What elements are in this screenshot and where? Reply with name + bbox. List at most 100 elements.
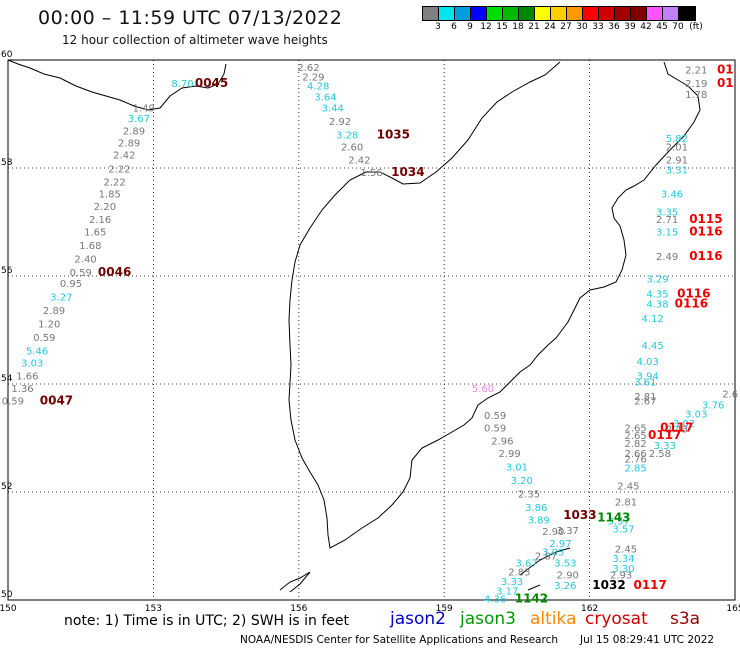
pass-time-label: 0046: [98, 265, 131, 279]
lon-tick-label: 153: [145, 604, 162, 614]
pass-time-label: 0115: [689, 212, 722, 226]
coastline: [7, 59, 701, 593]
swh-value: 2.81: [634, 392, 656, 403]
swh-value: 3.86: [525, 503, 547, 514]
swh-value: 2.45: [615, 544, 637, 555]
swh-value: 3.17: [496, 587, 518, 598]
swh-value: 2.22: [103, 177, 125, 188]
legend-label: (ft): [689, 22, 703, 32]
swh-value: 4.28: [307, 82, 329, 93]
swh-labels: 2.622.294.283.643.442.923.282.602.421.56…: [2, 63, 738, 606]
legend-swatch: [615, 7, 631, 20]
pass-time-label: 0047: [40, 394, 73, 408]
legend-swatch: [535, 7, 551, 20]
swh-value: 0.59: [484, 424, 506, 435]
legend-label: 70: [672, 22, 684, 32]
swh-value: 3.89: [528, 515, 550, 526]
lon-tick-label: 162: [581, 604, 598, 614]
lat-tick-label: 52: [1, 482, 12, 492]
swh-value: 4.12: [641, 314, 663, 325]
swh-value: 1.66: [16, 372, 38, 383]
legend-label: 45: [656, 22, 668, 32]
legend-swatch: [519, 7, 535, 20]
swh-value: 3.76: [702, 400, 724, 411]
lat-tick-label: 60: [1, 50, 13, 60]
swh-value: 3.67: [128, 114, 150, 125]
swh-value: 5.46: [26, 346, 48, 357]
pass-time-label: 0116: [675, 296, 708, 310]
swh-value: 5.82: [666, 134, 688, 145]
swh-value: 1.20: [38, 319, 60, 330]
swh-value: 3.31: [666, 165, 688, 176]
swh-value: 2.90: [557, 570, 579, 581]
legend-swatch: [551, 7, 567, 20]
swh-value: 3.02: [673, 419, 695, 430]
swh-value: 0.59: [484, 411, 506, 422]
swh-value: 4.03: [637, 357, 659, 368]
lat-tick-label: 50: [1, 590, 13, 600]
map-frame: [7, 59, 736, 601]
swh-value: 2.49: [656, 252, 678, 263]
legend-swatch: [599, 7, 615, 20]
swh-value: 2.21: [685, 66, 707, 77]
lat-tick-label: 54: [1, 374, 13, 384]
swh-value: 2.81: [615, 498, 637, 509]
swh-value: 2.71: [656, 215, 678, 226]
legend-label: 24: [544, 22, 556, 32]
lon-tick-label: 150: [0, 604, 17, 614]
swh-value: 4.36: [484, 595, 506, 606]
swh-value: 3.44: [322, 103, 344, 114]
swh-value: 2.65: [625, 431, 647, 442]
swh-value: 2.22: [108, 164, 130, 175]
swh-value: 2.58: [649, 449, 671, 460]
swh-value: 2.6: [722, 390, 738, 401]
time-labels: 0045103510340046004710331032010101150116…: [40, 63, 734, 606]
pass-time-label: 0117: [660, 421, 693, 435]
legend-label: 15: [496, 22, 508, 32]
swh-value: 2.85: [625, 463, 647, 474]
legend-swatch: [423, 7, 439, 20]
satellite-name: cryosat: [585, 609, 648, 629]
legend-label: 39: [624, 22, 636, 32]
swh-value: 3.03: [21, 359, 43, 370]
legend-swatch: [679, 7, 695, 20]
swh-value: 3.28: [336, 130, 358, 141]
kuril-islands: [519, 547, 571, 591]
swh-value: 2.42: [113, 150, 135, 161]
legend-label: 9: [467, 22, 473, 32]
swh-value: 3.33: [654, 441, 676, 452]
swh-value: 1.78: [685, 90, 707, 101]
swh-value: 2.82: [625, 439, 647, 450]
swh-value: 5.60: [472, 384, 494, 395]
swh-value: 3.27: [50, 292, 72, 303]
legend-label: 30: [576, 22, 588, 32]
swh-value: 2.62: [297, 63, 319, 74]
lon-tick-label: 156: [290, 604, 307, 614]
swh-value: 2.67: [634, 397, 656, 408]
swh-value: 2.90: [542, 527, 564, 538]
swh-value: 4.45: [641, 341, 663, 352]
swh-value: 3.64: [314, 93, 336, 104]
swh-value: 3.29: [646, 274, 668, 285]
swh-value: 3.26: [554, 581, 576, 592]
swh-value: 3.46: [661, 190, 683, 201]
swh-value: 3.67: [515, 559, 537, 570]
swh-value: 2.89: [118, 138, 140, 149]
map-title: 00:00 – 11:59 UTC 07/13/2022: [38, 7, 343, 29]
swh-value: 2.87: [535, 552, 557, 563]
lon-tick-label: 165: [726, 604, 740, 614]
okhotsk-coast: [7, 59, 227, 111]
legend-label: 21: [528, 22, 540, 32]
legend-label: 3: [435, 22, 441, 32]
swh-value: 1.68: [79, 241, 101, 252]
pass-time-label: 1143: [597, 511, 630, 525]
swh-value: 2.01: [666, 143, 688, 154]
legend-swatch: [647, 7, 663, 20]
swh-value: 4.35: [646, 290, 668, 301]
swh-value: 2.92: [329, 117, 351, 128]
pass-time-label: 1032: [592, 578, 625, 592]
legend-label: 36: [608, 22, 620, 32]
swh-value: 2.89: [43, 306, 65, 317]
swh-value: 3.33: [501, 577, 523, 588]
swh-value: 1.65: [84, 228, 106, 239]
